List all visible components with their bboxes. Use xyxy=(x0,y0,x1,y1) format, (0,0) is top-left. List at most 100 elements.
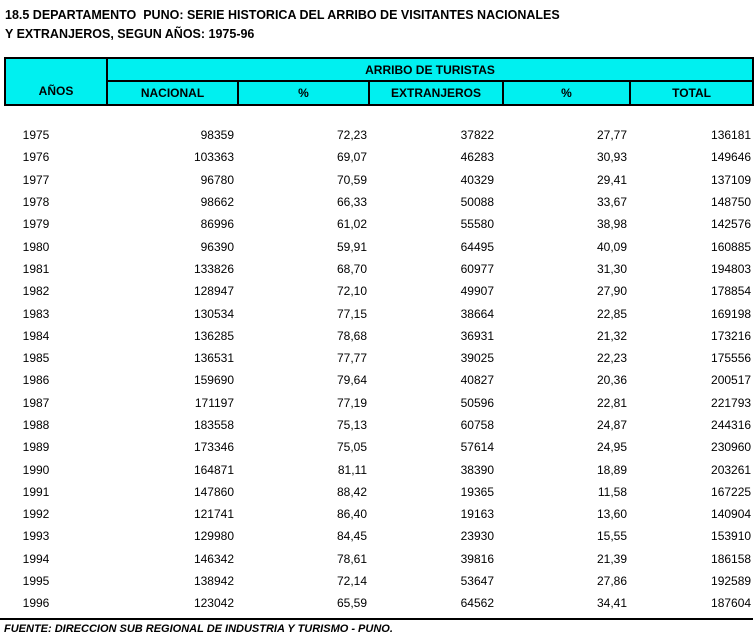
cell-pct-extranjeros: 22,81 xyxy=(596,395,627,410)
cell-total: 173216 xyxy=(711,328,752,343)
col-header-anos: AÑOS xyxy=(4,57,108,106)
cell-nacional: 147860 xyxy=(193,484,234,499)
table-row: 1992 121741 86,40 19163 13,60 140904 xyxy=(5,503,753,525)
cell-year: 1989 xyxy=(22,440,50,455)
cell-pct-extranjeros: 38,98 xyxy=(596,217,627,232)
cell-pct-extranjeros: 34,41 xyxy=(596,596,627,611)
cell-pct-extranjeros: 21,39 xyxy=(596,551,627,566)
cell-pct-nacional: 59,91 xyxy=(336,239,367,254)
cell-pct-extranjeros: 27,90 xyxy=(596,284,627,299)
cell-pct-extranjeros: 22,85 xyxy=(596,306,627,321)
cell-nacional: 183558 xyxy=(193,418,234,432)
cell-extranjeros: 53647 xyxy=(460,574,494,589)
table-body: 1975 98359 72,23 37822 27,77 136181 1976… xyxy=(5,105,753,615)
cell-year: 1983 xyxy=(22,306,50,321)
cell-pct-extranjeros: 40,09 xyxy=(596,239,627,254)
cell-pct-nacional: 77,77 xyxy=(336,351,367,366)
table-row: 1983 130534 77,15 38664 22,85 169198 xyxy=(5,302,753,324)
cell-nacional: 121741 xyxy=(193,507,234,522)
cell-extranjeros: 36931 xyxy=(460,328,494,343)
cell-nacional: 86996 xyxy=(200,217,234,232)
cell-total: 230960 xyxy=(711,440,752,455)
table-row: 1985 136531 77,77 39025 22,23 175556 xyxy=(5,347,753,369)
table-row: 1995 138942 72,14 53647 27,86 192589 xyxy=(5,570,753,592)
table-row: 1993 129980 84,45 23930 15,55 153910 xyxy=(5,525,753,547)
cell-total: 203261 xyxy=(711,462,752,477)
cell-extranjeros: 40827 xyxy=(460,373,494,388)
cell-pct-nacional: 78,68 xyxy=(336,328,367,343)
cell-pct-extranjeros: 21,32 xyxy=(596,328,627,343)
cell-nacional: 136285 xyxy=(193,328,234,343)
cell-year: 1993 xyxy=(22,529,50,544)
cell-pct-nacional: 68,70 xyxy=(336,261,367,276)
cell-total: 153910 xyxy=(711,529,752,544)
table-row: 1991 147860 88,42 19365 11,58 167225 xyxy=(5,481,753,503)
table-row: 1977 96780 70,59 40329 29,41 137109 xyxy=(5,169,753,191)
cell-pct-extranjeros: 20,36 xyxy=(596,373,627,388)
cell-pct-extranjeros: 33,67 xyxy=(596,195,627,210)
table-row: 1984 136285 78,68 36931 21,32 173216 xyxy=(5,325,753,347)
cell-nacional: 98662 xyxy=(200,195,234,210)
cell-pct-nacional: 72,23 xyxy=(336,128,367,143)
cell-total: 137109 xyxy=(711,172,752,187)
cell-pct-nacional: 81,11 xyxy=(337,462,367,477)
cell-pct-nacional: 77,15 xyxy=(336,306,367,321)
cell-extranjeros: 55580 xyxy=(460,217,494,232)
cell-nacional: 98359 xyxy=(200,128,234,143)
cell-extranjeros: 49907 xyxy=(460,284,494,299)
cell-extranjeros: 38664 xyxy=(460,306,494,321)
table-row: 1988 183558 75,13 60758 24,87 244316 xyxy=(5,414,753,436)
table-header: AÑOS ARRIBO DE TURISTAS NACIONAL % EXTRA… xyxy=(4,57,755,106)
cell-year: 1979 xyxy=(22,217,50,232)
cell-pct-extranjeros: 29,41 xyxy=(596,172,627,187)
cell-pct-extranjeros: 13,60 xyxy=(596,507,627,522)
cell-nacional: 173346 xyxy=(193,440,234,455)
spacer-row xyxy=(5,105,753,124)
table-row: 1989 173346 75,05 57614 24,95 230960 xyxy=(5,436,753,458)
cell-year: 1984 xyxy=(22,328,50,343)
table-row: 1994 146342 78,61 39816 21,39 186158 xyxy=(5,548,753,570)
cell-year: 1976 xyxy=(22,150,50,165)
cell-pct-nacional: 86,40 xyxy=(336,507,367,522)
cell-pct-nacional: 88,42 xyxy=(336,484,367,499)
cell-year: 1988 xyxy=(22,418,50,432)
table-row: 1996 123042 65,59 64562 34,41 187604 xyxy=(5,592,753,614)
source-note: FUENTE: DIRECCION SUB REGIONAL DE INDUST… xyxy=(4,623,393,635)
table-row: 1975 98359 72,23 37822 27,77 136181 xyxy=(5,124,753,146)
cell-pct-nacional: 66,33 xyxy=(336,195,367,210)
cell-total: 221793 xyxy=(711,395,752,410)
cell-year: 1982 xyxy=(22,284,50,299)
cell-extranjeros: 38390 xyxy=(460,462,494,477)
table-row: 1978 98662 66,33 50088 33,67 148750 xyxy=(5,191,753,213)
page-title-line1: 18.5 DEPARTAMENTO PUNO: SERIE HISTORICA … xyxy=(5,8,560,22)
cell-pct-extranjeros: 24,95 xyxy=(596,440,627,455)
cell-pct-extranjeros: 11,58 xyxy=(597,484,627,499)
cell-total: 186158 xyxy=(711,551,752,566)
cell-year: 1985 xyxy=(22,351,50,366)
spacer-cell xyxy=(5,105,753,124)
cell-total: 148750 xyxy=(711,195,752,210)
cell-total: 187604 xyxy=(711,596,752,611)
cell-nacional: 159690 xyxy=(193,373,234,388)
cell-total: 140904 xyxy=(711,507,752,522)
cell-nacional: 136531 xyxy=(193,351,234,366)
table-row: 1987 171197 77,19 50596 22,81 221793 xyxy=(5,392,753,414)
table-row: 1980 96390 59,91 64495 40,09 160885 xyxy=(5,235,753,257)
cell-pct-extranjeros: 30,93 xyxy=(596,150,627,165)
footer-divider xyxy=(0,618,753,620)
cell-nacional: 171197 xyxy=(194,395,234,410)
cell-extranjeros: 39816 xyxy=(460,551,494,566)
cell-nacional: 103363 xyxy=(193,150,234,165)
group-header-row: AÑOS ARRIBO DE TURISTAS xyxy=(4,57,755,106)
cell-pct-nacional: 75,13 xyxy=(336,418,367,432)
cell-total: 149646 xyxy=(711,150,752,165)
cell-year: 1980 xyxy=(22,239,50,254)
page-title-line2: Y EXTRANJEROS, SEGUN AÑOS: 1975-96 xyxy=(5,27,255,41)
cell-total: 175556 xyxy=(711,351,752,366)
cell-pct-extranjeros: 27,86 xyxy=(596,574,627,589)
cell-total: 194803 xyxy=(711,261,752,276)
table-row: 1981 133826 68,70 60977 31,30 194803 xyxy=(5,258,753,280)
cell-pct-nacional: 70,59 xyxy=(336,172,367,187)
cell-pct-extranjeros: 18,89 xyxy=(596,462,627,477)
cell-year: 1978 xyxy=(22,195,50,210)
